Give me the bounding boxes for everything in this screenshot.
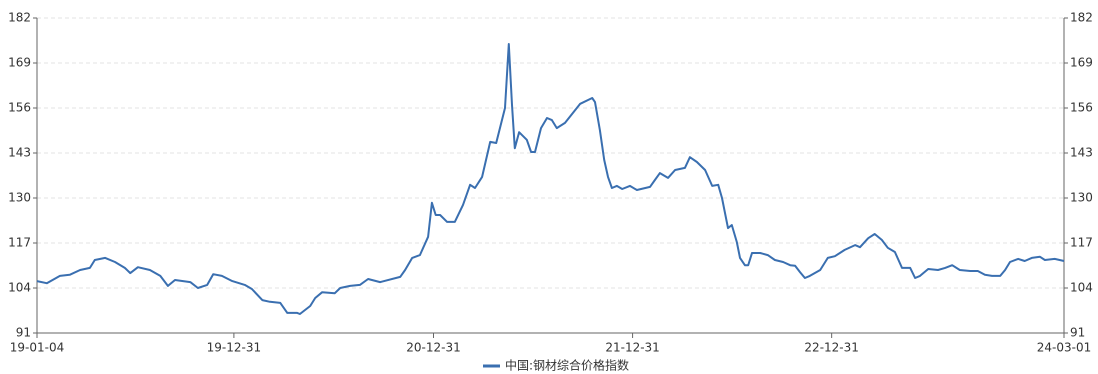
x-tick-label: 19-01-04 [10, 341, 64, 355]
y-tick-label: 182 [8, 11, 31, 25]
x-tick-label: 19-12-31 [207, 341, 261, 355]
y2-tick-label: 117 [1070, 236, 1093, 250]
y-tick-label: 143 [8, 146, 31, 160]
x-tick-label: 21-12-31 [605, 341, 659, 355]
y2-tick-label: 130 [1070, 191, 1093, 205]
y2-tick-label: 91 [1070, 326, 1085, 340]
x-tick-label: 22-12-31 [804, 341, 858, 355]
y-tick-label: 130 [8, 191, 31, 205]
x-tick-label: 24-03-01 [1037, 341, 1091, 355]
y-tick-label: 117 [8, 236, 31, 250]
y2-tick-label: 156 [1070, 101, 1093, 115]
y-tick-label: 169 [8, 56, 31, 70]
line [36, 43, 1065, 315]
y2-tick-label: 143 [1070, 146, 1093, 160]
y-tick-label: 91 [16, 326, 31, 340]
y-tick-label: 104 [8, 281, 31, 295]
y-tick-label: 156 [8, 101, 31, 115]
y2-tick-label: 104 [1070, 281, 1093, 295]
y2-tick-label: 169 [1070, 56, 1093, 70]
x-tick-label: 20-12-31 [406, 341, 460, 355]
legend-label: 中国:钢材综合价格指数 [505, 358, 629, 373]
y2-tick-label: 182 [1070, 11, 1093, 25]
